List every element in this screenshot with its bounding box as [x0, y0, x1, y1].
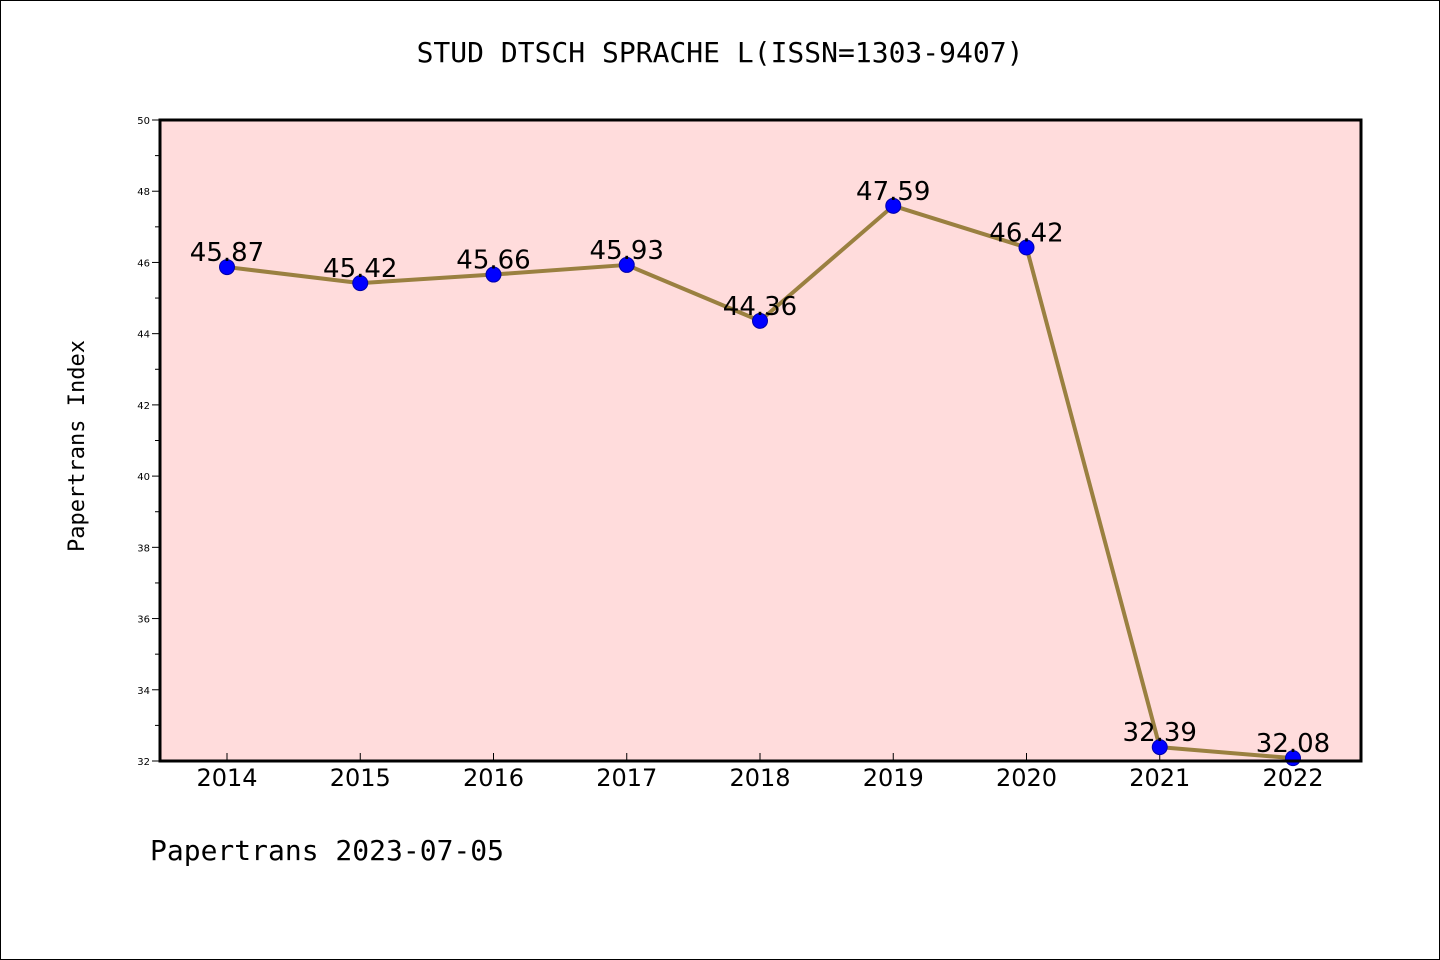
y-tick-label: 36: [137, 615, 150, 626]
data-point: [1018, 239, 1035, 256]
data-labels: 45.87 45.42 45.66 45.93 44.36 47.59 46.42 32.39…: [190, 177, 1330, 759]
data-point: [885, 197, 902, 214]
data-point: [752, 312, 768, 329]
x-tick-label: 2022: [1262, 764, 1323, 792]
data-point: [352, 275, 369, 292]
data-label: 45.93: [590, 236, 664, 266]
data-label: 46.42: [989, 218, 1063, 248]
y-tick-label: 40: [137, 472, 150, 483]
x-tick-label: 2017: [596, 764, 657, 792]
data-label: 32.08: [1256, 729, 1330, 759]
x-tick-label: 2014: [196, 764, 257, 792]
y-tick-label: 34: [137, 686, 150, 697]
y-tick-label: 44: [137, 330, 150, 341]
data-label: 45.87: [190, 238, 264, 268]
plot-border: [158, 118, 1363, 763]
data-label: 44.36: [723, 292, 797, 322]
y-tick-label: 32: [137, 757, 150, 768]
y-axis-label: Papertrans Index: [65, 340, 90, 552]
data-label: 47.59: [856, 177, 930, 207]
x-axis: 2014 2015 2016 2017 2018 2019 2020 2021 2022: [196, 753, 1324, 792]
x-tick-label: 2019: [863, 764, 924, 792]
y-tick-label: 50: [137, 116, 150, 127]
data-label: 45.42: [323, 254, 397, 284]
plot-area: [160, 120, 1361, 761]
y-tick-label: 48: [137, 187, 150, 198]
x-tick-label: 2016: [463, 764, 524, 792]
data-point: [1151, 739, 1168, 756]
x-tick-label: 2018: [729, 764, 790, 792]
data-point: [485, 266, 502, 283]
footer-date: Papertrans 2023-07-05: [150, 834, 505, 867]
x-tick-label: 2015: [330, 764, 391, 792]
data-label: 45.66: [456, 246, 530, 276]
data-label: 32.39: [1123, 718, 1197, 748]
y-tick-label: 42: [137, 401, 150, 412]
data-point: [618, 256, 635, 273]
y-tick-label: 38: [137, 543, 150, 554]
data-point: [219, 259, 235, 276]
y-axis: 32 34 36 38 40 42 44 46 48 50: [137, 116, 160, 768]
chart-title: STUD DTSCH SPRACHE L(ISSN=1303-9407): [416, 36, 1024, 69]
x-tick-label: 2020: [996, 764, 1057, 792]
x-tick-label: 2021: [1129, 764, 1190, 792]
y-tick-label: 46: [137, 258, 150, 269]
